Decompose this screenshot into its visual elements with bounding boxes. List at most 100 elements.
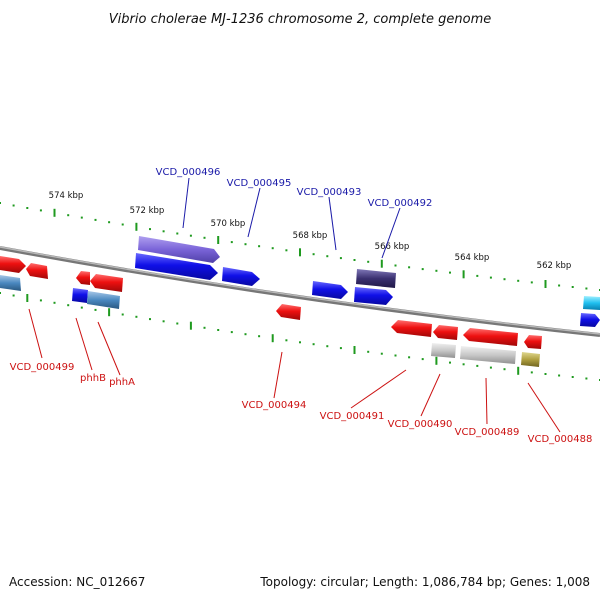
minor-tick: [94, 218, 97, 221]
gene-label-VCD_000495[interactable]: VCD_000495: [227, 178, 292, 189]
major-tick: [217, 236, 220, 244]
minor-tick: [530, 371, 533, 374]
minor-tick: [12, 294, 15, 297]
minor-tick: [258, 335, 261, 338]
gene-label-phhA[interactable]: phhA: [109, 377, 135, 388]
gene-VCD_000494[interactable]: [276, 304, 301, 320]
minor-tick: [0, 202, 1, 204]
minor-tick: [489, 276, 492, 279]
leader-lines-top: [182, 177, 401, 259]
gene-label-phhB[interactable]: phhB: [80, 373, 106, 384]
minor-tick: [203, 326, 206, 329]
gene-VCD_000496-b[interactable]: [135, 253, 218, 280]
gene-label-VCD_000493[interactable]: VCD_000493: [297, 187, 362, 198]
gene-label-VCD_000490[interactable]: VCD_000490: [388, 419, 453, 430]
gene-label-VCD_000489[interactable]: VCD_000489: [455, 427, 520, 438]
gene-VCD_000496[interactable]: [138, 236, 220, 263]
gene-VCD_000492-b[interactable]: [354, 287, 393, 305]
gene-VCD_000490[interactable]: [433, 325, 458, 340]
minor-tick: [217, 329, 220, 331]
gene-edge-blue[interactable]: [580, 313, 600, 327]
minor-tick: [244, 333, 247, 336]
accession-text: Accession: NC_012667: [9, 575, 145, 589]
gene-VCD_000499[interactable]: [26, 263, 48, 279]
map-title: Vibrio cholerae MJ-1236 chromosome 2, co…: [109, 12, 491, 27]
minor-tick: [558, 284, 561, 287]
gene-label-VCD_000488[interactable]: VCD_000488: [528, 434, 593, 445]
gene-VCD_000490-b[interactable]: [431, 343, 456, 358]
gene-edge-cyan[interactable]: [583, 296, 600, 310]
minor-tick: [108, 221, 111, 224]
minor-tick: [503, 278, 506, 281]
reverse-genes: [0, 256, 542, 367]
gene-label-VCD_000499[interactable]: VCD_000499: [10, 362, 75, 373]
forward-genes: [135, 236, 600, 327]
scale-label-572: 572 kbp: [130, 206, 165, 216]
gene-label-VCD_000491[interactable]: VCD_000491: [320, 411, 385, 422]
scale-label-568: 568 kbp: [293, 231, 328, 241]
gene-VCD_000491[interactable]: [391, 320, 432, 337]
minor-tick: [189, 234, 192, 237]
minor-tick: [0, 292, 1, 294]
minor-tick: [380, 352, 383, 355]
gene-label-VCD_000494[interactable]: VCD_000494: [242, 400, 307, 411]
minor-tick: [449, 361, 451, 364]
minor-tick: [149, 228, 151, 231]
scale-label-574: 574 kbp: [49, 191, 84, 201]
gene-edge-steel[interactable]: [0, 275, 21, 291]
major-tick: [53, 208, 56, 217]
minor-tick: [285, 339, 288, 342]
minor-tick: [394, 354, 397, 357]
gene-VCD_000492[interactable]: [356, 269, 396, 288]
minor-tick: [67, 214, 70, 217]
gene-VCD_000493[interactable]: [312, 281, 348, 299]
minor-tick: [80, 216, 83, 219]
major-tick: [299, 248, 301, 257]
gene-VCD_000489-b[interactable]: [460, 346, 516, 364]
minor-tick: [80, 306, 83, 309]
minor-tick: [558, 374, 561, 377]
minor-tick: [353, 259, 356, 261]
minor-tick: [585, 377, 588, 380]
minor-tick: [230, 331, 233, 334]
major-tick: [271, 334, 274, 343]
leader-lines-bottom: [28, 308, 561, 433]
minor-tick: [299, 341, 301, 344]
minor-tick: [449, 271, 451, 274]
gene-label-VCD_000492[interactable]: VCD_000492: [368, 198, 433, 209]
minor-tick: [271, 247, 274, 250]
gene-edge-red[interactable]: [0, 256, 26, 273]
major-tick: [189, 321, 192, 330]
minor-tick: [435, 269, 438, 272]
gene-phhA-fwd[interactable]: [87, 291, 120, 309]
minor-tick: [530, 281, 533, 284]
major-tick: [435, 356, 438, 365]
gene-VCD_000488-b[interactable]: [521, 352, 540, 367]
gene-phhA[interactable]: [90, 274, 123, 292]
minor-tick: [312, 343, 315, 346]
minor-tick: [285, 249, 288, 252]
major-tick: [517, 366, 520, 375]
minor-tick: [176, 322, 179, 325]
minor-tick: [394, 264, 397, 267]
gene-phhB-fwd[interactable]: [72, 288, 88, 303]
gene-phhB[interactable]: [76, 271, 90, 285]
minor-tick: [571, 286, 574, 288]
gene-VCD_000488[interactable]: [524, 335, 542, 349]
scale-ticks: [0, 202, 600, 381]
genome-backbone: [0, 246, 600, 337]
minor-tick: [258, 245, 261, 248]
minor-tick: [176, 232, 179, 235]
gene-label-VCD_000496[interactable]: VCD_000496: [156, 167, 221, 178]
minor-tick: [203, 236, 206, 239]
minor-tick: [53, 301, 56, 304]
minor-tick: [421, 268, 424, 271]
minor-tick: [121, 313, 124, 316]
major-tick: [108, 308, 111, 317]
minor-tick: [517, 279, 520, 282]
gene-VCD_000495[interactable]: [222, 267, 260, 286]
scale-label-566: 566 kbp: [375, 242, 410, 252]
gene-VCD_000489[interactable]: [463, 328, 518, 346]
minor-tick: [462, 363, 465, 366]
